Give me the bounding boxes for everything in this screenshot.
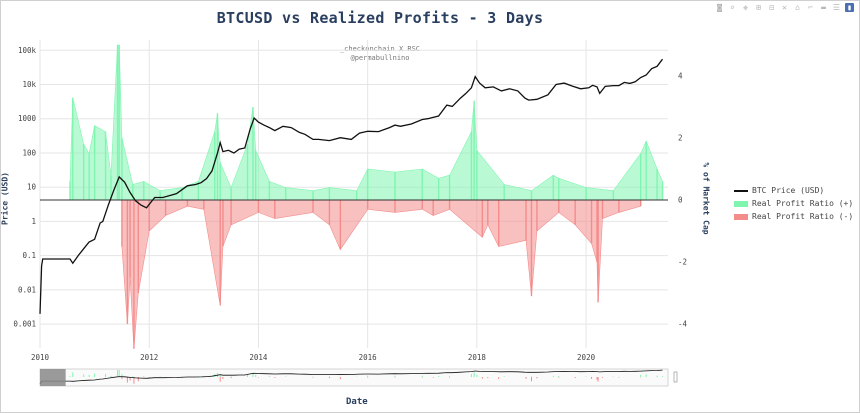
spike-lines-icon[interactable]: ⌐ <box>808 3 813 12</box>
range-slider-handle <box>673 371 678 383</box>
y-tick-label: 0.01 <box>18 285 36 294</box>
y-tick-label: 1000 <box>18 114 37 123</box>
modebar: ◙ ⌕ ✥ ⊞ ⊟ ✕ ⌂ ⌐ ▬ ☰ ▮ <box>715 3 854 12</box>
legend-label: Real Profit Ratio (+) <box>752 199 854 208</box>
legend-label: Real Profit Ratio (-) <box>752 212 854 221</box>
x-tick-label: 2018 <box>468 353 487 362</box>
y-tick-label: 1 <box>31 217 36 226</box>
x-tick-label: 2014 <box>249 353 268 362</box>
pan-icon[interactable]: ✥ <box>743 3 748 12</box>
legend: BTC Price (USD) Real Profit Ratio (+) Re… <box>734 184 853 223</box>
hover-compare-icon[interactable]: ☰ <box>832 3 841 12</box>
camera-icon[interactable]: ◙ <box>717 3 722 12</box>
plotly-logo-icon[interactable]: ▮ <box>845 3 854 12</box>
y-tick-label: 100k <box>18 46 37 55</box>
slider-price-line <box>39 369 663 385</box>
hover-closest-icon[interactable]: ▬ <box>821 3 826 12</box>
legend-item-profit-negative[interactable]: Real Profit Ratio (-) <box>734 210 853 223</box>
series-real-profit-positive <box>69 44 664 201</box>
y2-tick-label: 2 <box>678 134 683 143</box>
y2-tick-label: 0 <box>678 196 683 205</box>
y2-axis-ticks: -4 -2 0 2 4 <box>678 72 688 329</box>
legend-swatch <box>734 213 748 220</box>
x-axis-ticks: 2010 2012 2014 2016 2018 2020 <box>31 353 596 362</box>
legend-swatch <box>734 189 748 192</box>
y2-tick-label: -4 <box>678 320 688 329</box>
x-tick-label: 2020 <box>577 353 596 362</box>
y-axis-ticks: 0.001 0.01 0.1 1 10 100 1000 10k 100k <box>13 46 36 329</box>
watermark-line-2: @permabullnino <box>350 54 410 62</box>
y2-tick-label: -2 <box>678 258 687 267</box>
legend-label: BTC Price (USD) <box>752 186 825 195</box>
zoom-out-icon[interactable]: ⊟ <box>769 3 774 12</box>
range-slider[interactable] <box>39 368 678 387</box>
legend-item-profit-positive[interactable]: Real Profit Ratio (+) <box>734 197 853 210</box>
reset-axes-icon[interactable]: ⌂ <box>795 3 800 12</box>
series-btc-price <box>39 58 664 314</box>
watermark: _checkonchain X RSC @permabullnino <box>300 45 460 63</box>
chart-title: BTCUSD vs Realized Profits - 3 Days <box>216 9 544 27</box>
y-tick-label: 100 <box>22 148 36 157</box>
x-tick-label: 2012 <box>140 353 158 362</box>
y-tick-label: 0.001 <box>13 320 36 329</box>
x-axis-title: Date <box>346 397 368 407</box>
y-tick-label: 0.1 <box>22 251 36 260</box>
y2-axis-title: % of Market Cap <box>701 162 711 235</box>
profit-negative-area <box>121 199 641 349</box>
series-real-profit-negative <box>121 199 642 349</box>
autoscale-icon[interactable]: ✕ <box>782 3 787 12</box>
legend-swatch <box>734 200 748 207</box>
y-tick-label: 10 <box>27 183 37 192</box>
zoom-icon[interactable]: ⌕ <box>730 3 735 12</box>
x-tick-label: 2010 <box>31 353 50 362</box>
y-tick-label: 10k <box>22 80 36 89</box>
zoom-in-icon[interactable]: ⊞ <box>756 3 761 12</box>
range-slider-mask <box>40 369 66 386</box>
x-tick-label: 2016 <box>359 353 378 362</box>
watermark-line-1: _checkonchain X RSC <box>339 45 421 53</box>
profit-positive-area <box>69 44 663 201</box>
legend-item-btc-price[interactable]: BTC Price (USD) <box>734 184 853 197</box>
y-axis-title: Price (USD) <box>0 172 10 225</box>
y2-tick-label: 4 <box>678 72 683 81</box>
